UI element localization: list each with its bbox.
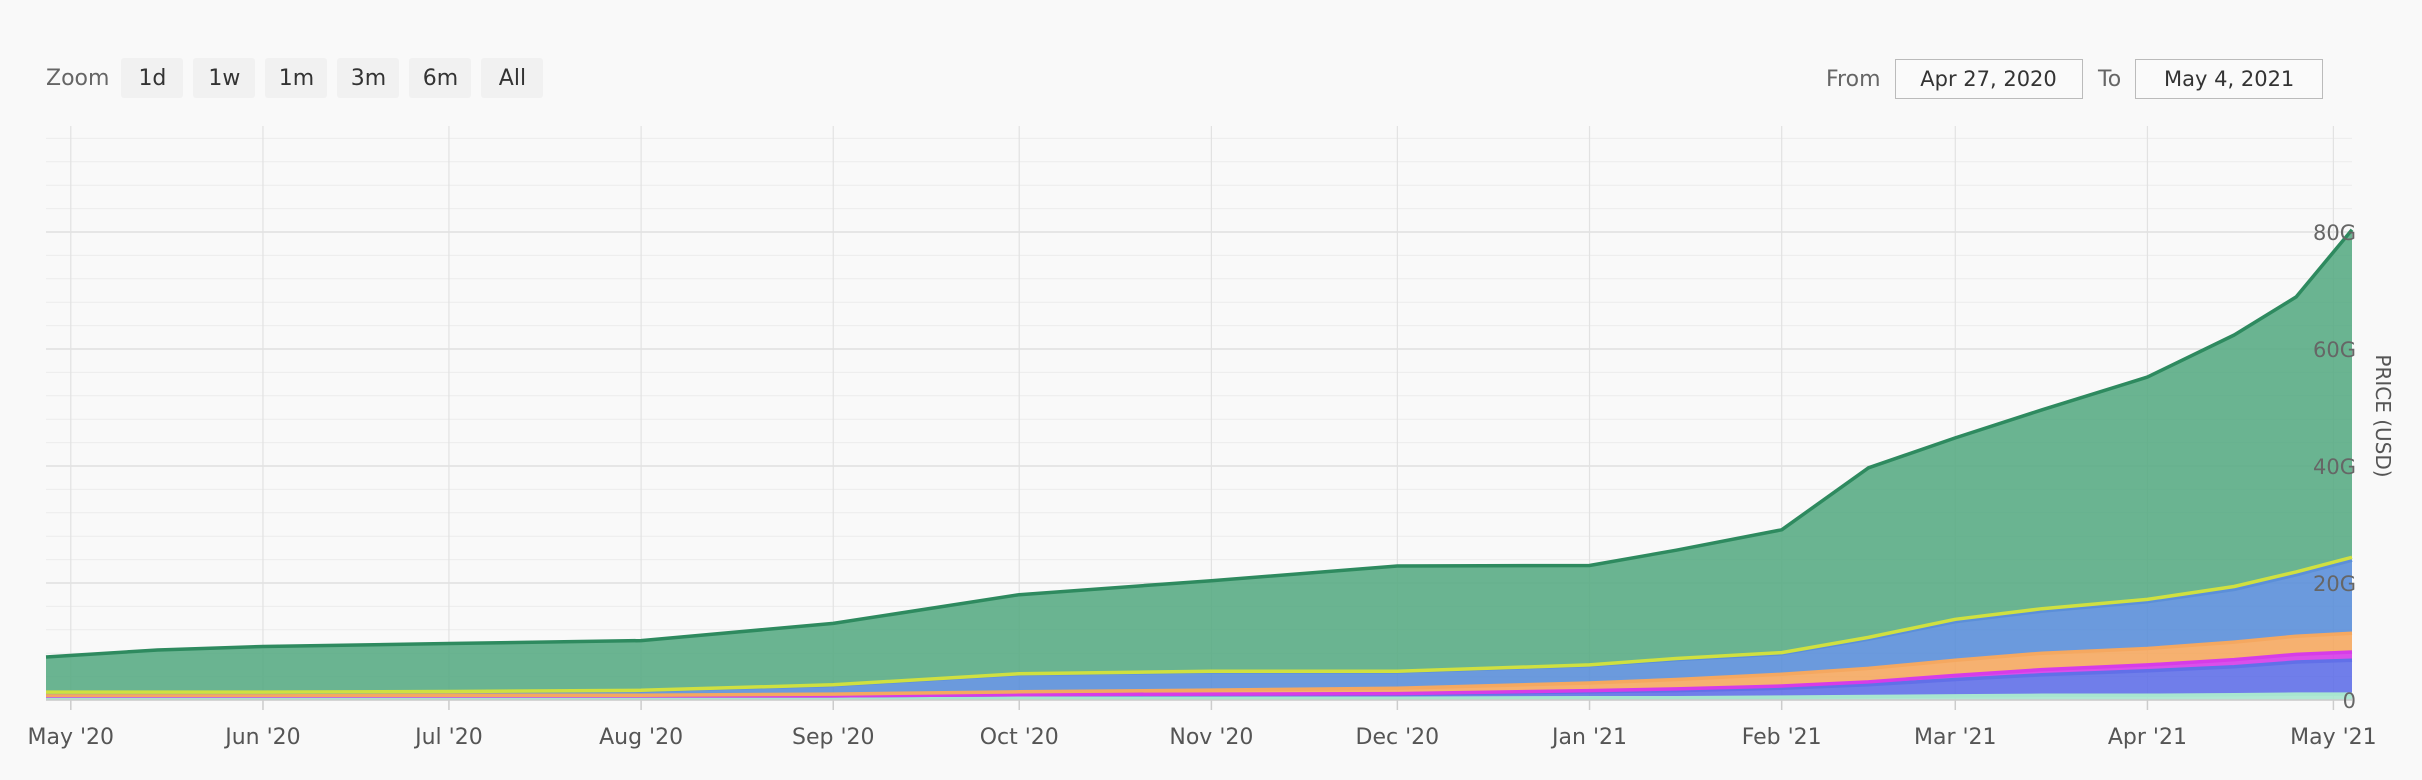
- x-tick-label: Dec '20: [1356, 725, 1440, 750]
- x-tick-label: Mar '21: [1914, 725, 1997, 750]
- series-line-3: [46, 631, 2353, 698]
- series-line-6: [45, 228, 2354, 659]
- x-tick-label: Jul '20: [413, 725, 483, 750]
- y-tick-label: 0: [2343, 689, 2356, 713]
- series-line-5: [46, 555, 2353, 694]
- series-area-3: [46, 633, 2352, 696]
- zoom-bar: Zoom 1d 1w 1m 3m 6m All: [46, 58, 553, 98]
- x-tick-label: Jun '20: [223, 725, 300, 750]
- y-tick-label: 80G: [2313, 221, 2356, 245]
- zoom-1w-button[interactable]: 1w: [193, 58, 256, 98]
- zoom-6m-button[interactable]: 6m: [409, 58, 472, 98]
- series-line-0: [46, 692, 2352, 701]
- y-tick-label: 20G: [2313, 572, 2356, 596]
- x-tick-label: May '21: [2290, 725, 2377, 750]
- x-tick-label: Sep '20: [792, 725, 875, 750]
- x-tick-label: Aug '20: [599, 725, 683, 750]
- range-to: To: [2098, 58, 2324, 100]
- to-date-input[interactable]: [2135, 59, 2324, 99]
- y-tick-label: 40G: [2313, 455, 2356, 479]
- zoom-label: Zoom: [46, 65, 110, 91]
- x-tick-label: May '20: [28, 725, 115, 750]
- zoom-1d-button[interactable]: 1d: [121, 58, 184, 98]
- y-axis-title: PRICE (USD): [2371, 354, 2395, 477]
- series-area-6: [46, 229, 2352, 693]
- y-tick-label: 60G: [2313, 338, 2356, 362]
- x-tick-label: Feb '21: [1742, 725, 1822, 750]
- zoom-1m-button[interactable]: 1m: [265, 58, 328, 98]
- x-tick-label: Nov '20: [1169, 725, 1253, 750]
- range-from: From: [1826, 58, 2083, 100]
- from-label: From: [1826, 66, 1881, 92]
- series-area-4: [46, 560, 2352, 696]
- x-tick-label: Jan '21: [1550, 725, 1627, 750]
- to-label: To: [2098, 66, 2122, 92]
- y-axis-ticks: 0 20G 40G 60G 80G: [2313, 221, 2356, 713]
- zoom-3m-button[interactable]: 3m: [337, 58, 400, 98]
- series-lines: [45, 228, 2354, 701]
- zoom-all-button[interactable]: All: [481, 58, 544, 98]
- x-axis-ticks: May '20 Jun '20 Jul '20 Aug '20 Sep '20 Oct '…: [28, 700, 2377, 750]
- x-tick-label: Oct '20: [980, 725, 1059, 750]
- x-tick-label: Apr '21: [2108, 725, 2187, 750]
- from-date-input[interactable]: [1894, 59, 2083, 99]
